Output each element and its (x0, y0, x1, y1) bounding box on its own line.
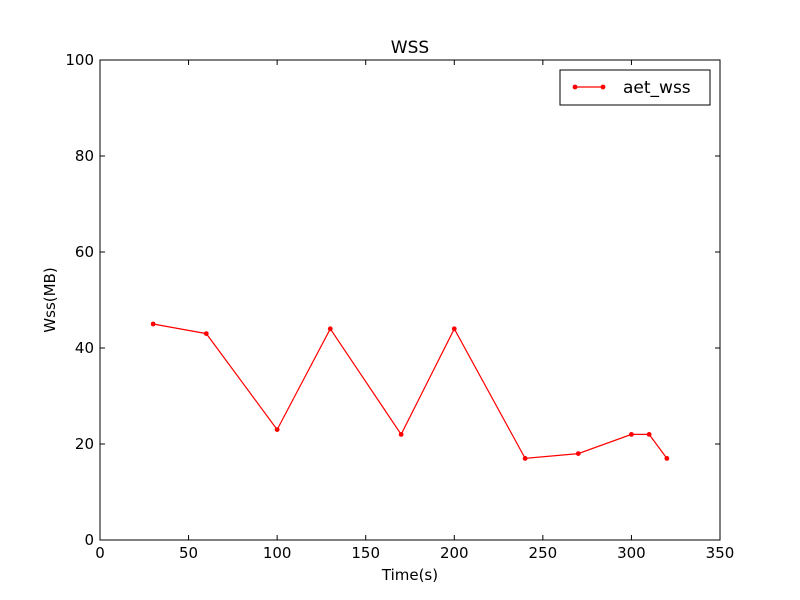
x-tick-label: 0 (95, 544, 105, 562)
y-axis-label: Wss(MB) (41, 267, 59, 332)
data-point (274, 427, 280, 432)
y-tick-label: 20 (75, 435, 94, 453)
data-point (575, 451, 581, 456)
x-tick-label: 200 (440, 544, 469, 562)
x-tick-label: 350 (706, 544, 735, 562)
x-tick-label: 300 (617, 544, 646, 562)
data-point (522, 456, 528, 461)
y-tick-label: 100 (65, 51, 94, 69)
chart-title: WSS (391, 38, 429, 58)
legend: aet_wss (559, 69, 711, 106)
data-point (664, 456, 670, 461)
x-axis: 0 50 100 150 200 250 300 350 (95, 60, 734, 562)
plot-area (99, 59, 721, 541)
legend-marker (572, 84, 578, 90)
x-axis-label: Time(s) (381, 566, 438, 584)
data-point (629, 432, 634, 437)
y-tick-label: 0 (84, 531, 94, 549)
x-tick-label: 250 (529, 544, 558, 562)
legend-label: aet_wss (623, 78, 691, 98)
x-tick-label: 100 (263, 544, 292, 562)
data-point (327, 326, 333, 332)
y-axis: 0 20 40 60 80 100 (65, 51, 720, 549)
y-tick-label: 80 (75, 147, 94, 165)
y-tick-label: 60 (75, 243, 94, 261)
y-tick-label: 40 (75, 339, 94, 357)
data-point (646, 432, 652, 437)
data-point (150, 321, 156, 327)
data-point (451, 326, 457, 332)
data-point (203, 331, 209, 336)
data-point (398, 432, 404, 437)
legend-marker (600, 84, 606, 90)
x-tick-label: 150 (351, 544, 380, 562)
series-layer (150, 321, 670, 461)
x-tick-label: 50 (179, 544, 198, 562)
